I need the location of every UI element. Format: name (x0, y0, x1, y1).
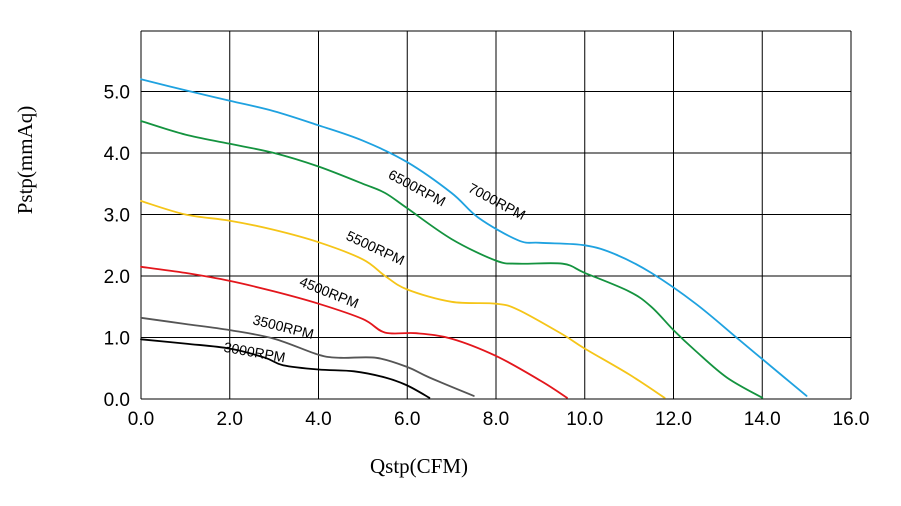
y-axis-title: Pstp(mmAq) (13, 106, 37, 215)
curve-labels: 7000RPM6500RPM5500RPM4500RPM3500RPM3000R… (223, 166, 529, 365)
grid (140, 30, 852, 400)
series-line-6500rpm (140, 120, 764, 399)
x-tick-label: 10.0 (566, 409, 603, 430)
x-tick-label: 6.0 (394, 409, 420, 430)
x-tick-label: 14.0 (744, 409, 781, 430)
x-axis-title: Qstp(CFM) (370, 454, 468, 478)
series-line-3500rpm (140, 316, 475, 397)
x-tick-label: 4.0 (305, 409, 331, 430)
series-line-7000rpm (140, 78, 808, 397)
series-lines (140, 78, 808, 399)
curve-label-5500rpm: 5500RPM (344, 227, 407, 268)
x-axis-ticks: 0.0 2.0 4.0 6.0 8.0 10.0 12.0 14.0 16.0 (128, 409, 870, 430)
y-tick-label: 5.0 (104, 83, 130, 104)
x-tick-label: 12.0 (655, 409, 692, 430)
series-line-3000rpm (140, 338, 431, 399)
curve-label-3000rpm: 3000RPM (223, 339, 287, 366)
y-axis-ticks: 0.0 1.0 2.0 3.0 4.0 5.0 (104, 83, 130, 412)
y-tick-label: 2.0 (104, 267, 130, 288)
x-tick-label: 8.0 (483, 409, 509, 430)
x-tick-label: 0.0 (128, 409, 154, 430)
x-tick-label: 2.0 (217, 409, 243, 430)
curve-label-4500rpm: 4500RPM (297, 273, 361, 311)
series-line-5500rpm (140, 200, 666, 399)
y-tick-label: 0.0 (104, 390, 130, 411)
curve-label-6500rpm: 6500RPM (386, 166, 448, 209)
y-tick-label: 3.0 (104, 206, 130, 227)
series-line-4500rpm (140, 265, 568, 399)
y-tick-label: 1.0 (104, 329, 130, 350)
y-tick-label: 4.0 (104, 144, 130, 165)
curve-label-7000rpm: 7000RPM (466, 180, 528, 223)
x-tick-label: 16.0 (833, 409, 870, 430)
